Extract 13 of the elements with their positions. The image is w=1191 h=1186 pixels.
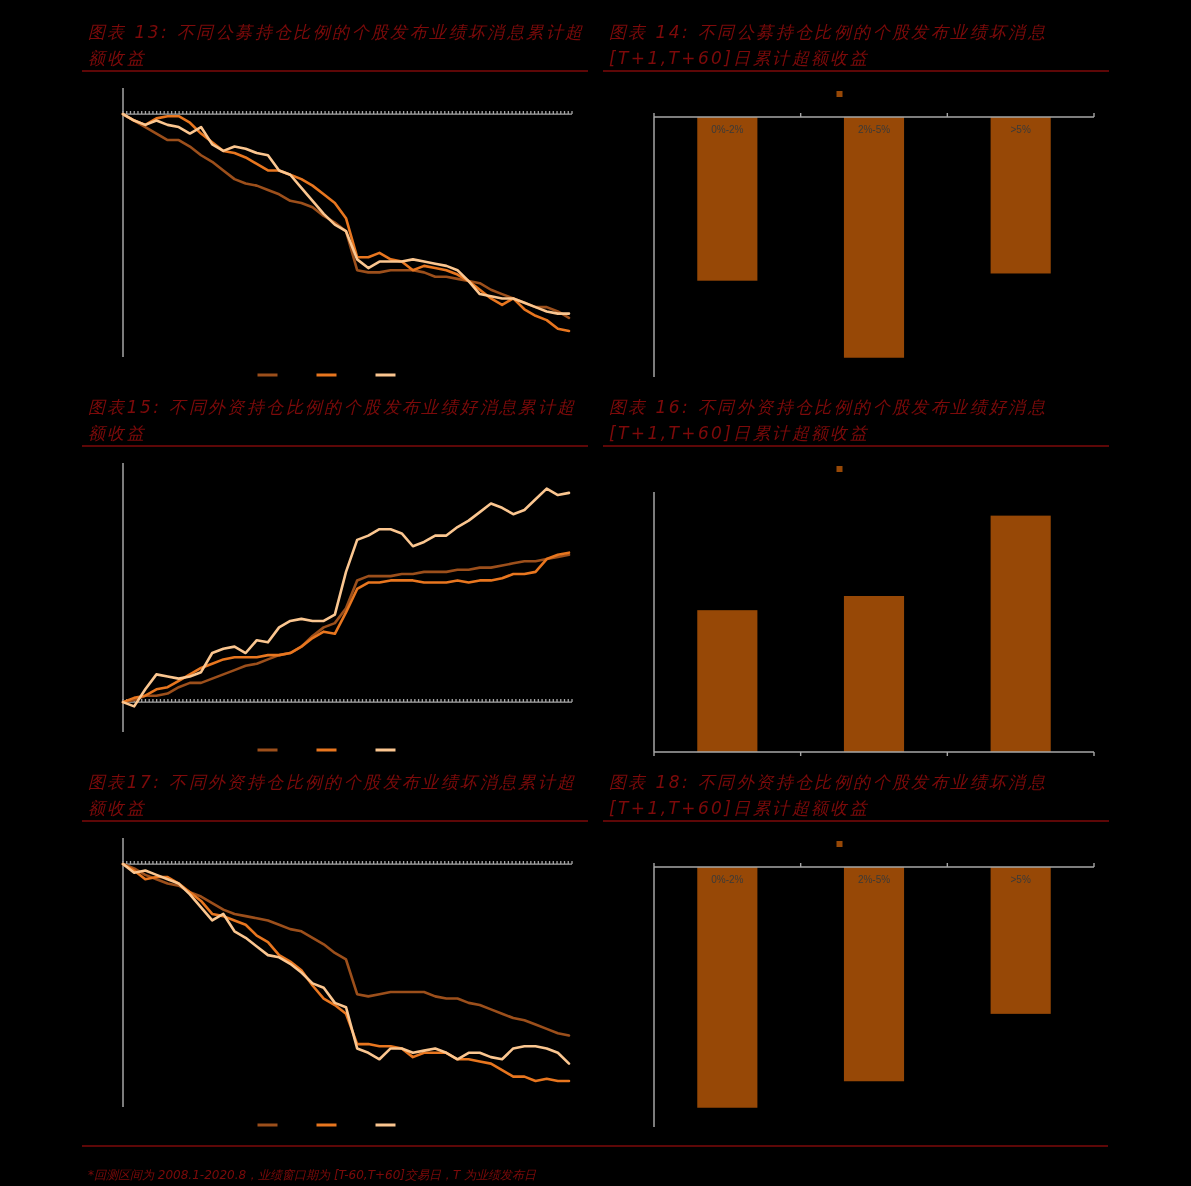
x-tick-label: 0%-2%: [711, 874, 744, 885]
x-tick-label: >5%: [1010, 124, 1031, 135]
chart-title: 图表17: 不同外资持仓比例的个股发布业绩坏消息累计超额收益: [88, 771, 578, 820]
chart-title: 图表 14: 不同公募持仓比例的个股发布业绩坏消息[T+1,T+60]日累计超额收益: [609, 21, 1049, 70]
x-tick-label: >5%: [1010, 874, 1031, 885]
x-tick-label: 2%-5%: [857, 124, 891, 135]
chart-title: 图表 13: 不同公募持仓比例的个股发布业绩坏消息累计超额收益: [88, 21, 586, 70]
chart-title: 图表 18: 不同外资持仓比例的个股发布业绩坏消息[T+1,T+60]日累计超额收益: [609, 771, 1049, 820]
chart-title: 图表15: 不同外资持仓比例的个股发布业绩好消息累计超额收益: [88, 396, 578, 445]
x-tick-label: 0%-2%: [711, 124, 744, 135]
x-tick-label: 2%-5%: [857, 874, 891, 885]
chart-title: 图表 16: 不同外资持仓比例的个股发布业绩好消息[T+1,T+60]日累计超额收益: [609, 396, 1049, 445]
text: *回测区间为 2008.1-2020.8，业绩窗口期为 [T-60,T+60]交易日，T 为业绩发布日: [88, 1167, 537, 1184]
